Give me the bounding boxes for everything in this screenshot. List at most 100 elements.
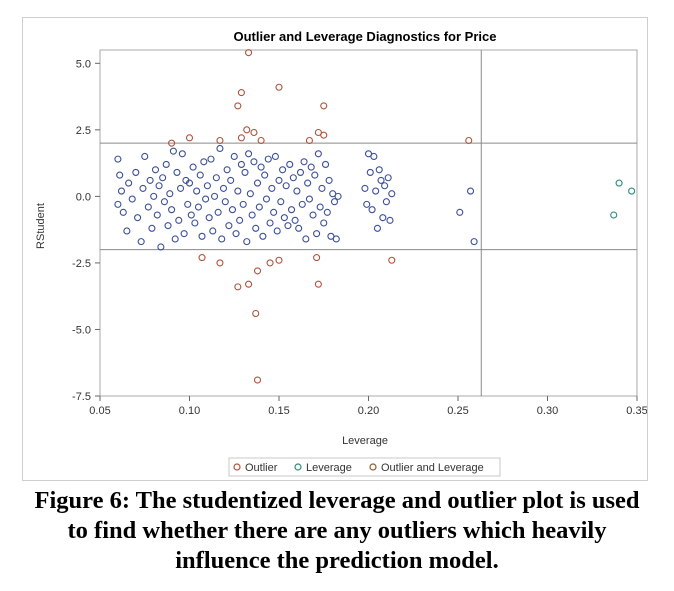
normal-point (313, 230, 321, 238)
normal-point (134, 214, 142, 222)
normal-point (221, 198, 229, 206)
outlier-point (257, 136, 265, 145)
normal-point (287, 206, 296, 214)
normal-point (295, 224, 303, 232)
outlier-point (245, 49, 253, 57)
normal-point (321, 160, 330, 168)
normal-point (253, 179, 262, 187)
normal-point (470, 238, 478, 246)
normal-point (162, 160, 170, 168)
normal-point (279, 166, 287, 174)
normal-point (282, 182, 290, 190)
normal-point (141, 152, 149, 161)
legend-outlier-marker (233, 463, 241, 471)
normal-point (307, 163, 315, 171)
normal-point (150, 192, 158, 200)
normal-point (169, 147, 177, 155)
normal-point (300, 158, 308, 166)
normal-point (255, 203, 263, 211)
outlier-point (237, 134, 245, 142)
normal-point (373, 224, 382, 232)
normal-point (289, 174, 297, 182)
normal-point (207, 155, 215, 163)
normal-point (361, 184, 369, 192)
reference-lines (100, 50, 637, 396)
normal-point (329, 190, 337, 198)
outlier-point (320, 102, 328, 110)
legend-leverage-label: Leverage (306, 462, 352, 474)
normal-point (209, 227, 217, 235)
outlier-point (234, 102, 242, 110)
normal-point (168, 206, 176, 214)
outlier-point (168, 139, 176, 147)
normal-point (178, 150, 186, 158)
normal-point (382, 198, 390, 206)
legend-outlier-leverage-marker (369, 463, 377, 471)
normal-point (259, 232, 267, 240)
normal-point (123, 227, 131, 235)
normal-point (218, 235, 226, 243)
chart-title: Outlier and Leverage Diagnostics for Pri… (234, 29, 497, 44)
normal-point (320, 219, 328, 227)
normal-point (286, 160, 294, 168)
normal-point (189, 163, 197, 171)
normal-point (216, 144, 224, 153)
normal-point (234, 187, 242, 195)
normal-point (203, 182, 211, 190)
caption-line-3: influence the prediction model. (175, 547, 499, 574)
outlier-point (314, 128, 322, 137)
normal-point (180, 230, 188, 238)
x-axis-label: Leverage (342, 435, 388, 447)
normal-point (219, 184, 228, 192)
normal-point (223, 166, 231, 174)
y-axis: 5.0 2.5 0.0 -2.5 -5.0 -7.5 (72, 58, 100, 403)
normal-point (334, 192, 342, 200)
normal-point (236, 216, 244, 224)
normal-point (114, 200, 122, 208)
normal-point (311, 171, 319, 179)
outlier-point (253, 376, 262, 384)
normal-point (230, 152, 238, 161)
normal-point (248, 211, 256, 219)
normal-point (366, 168, 374, 176)
normal-point (177, 184, 185, 192)
normal-point (386, 216, 394, 224)
normal-point (325, 176, 333, 184)
outlier-point (250, 128, 258, 137)
leverage-point (628, 187, 636, 195)
normal-point (114, 155, 122, 163)
caption-line-2: to find whether there are any outliers w… (67, 517, 607, 544)
legend-leverage-marker (294, 463, 302, 471)
normal-point (261, 171, 269, 179)
normal-point (466, 187, 475, 195)
outlier-point (388, 256, 396, 264)
normal-point (200, 158, 208, 166)
normal-point (211, 192, 219, 200)
x-tick-label: 0.05 (89, 405, 110, 417)
y-tick-label: 2.5 (76, 125, 91, 137)
normal-point (291, 216, 299, 224)
normal-point (193, 187, 201, 195)
normal-point (166, 190, 174, 198)
outlier-point (313, 254, 321, 262)
normal-point (268, 184, 276, 192)
outlier-point (275, 83, 283, 91)
outlier-point (253, 267, 262, 275)
normal-point (185, 179, 194, 187)
leverage-point (610, 211, 618, 219)
outlier-point (320, 131, 328, 139)
normal-point (159, 174, 167, 182)
y-axis-label: RStudent (35, 203, 47, 249)
normal-point (271, 152, 279, 161)
normal-point (187, 211, 195, 219)
normal-point (316, 203, 324, 211)
y-tick-label: 0.0 (76, 191, 91, 203)
outlier-point (305, 136, 313, 145)
y-tick-label: -5.0 (72, 324, 91, 336)
normal-point (372, 187, 380, 195)
normal-point (327, 232, 335, 240)
x-tick-label: 0.30 (537, 405, 558, 417)
x-tick-label: 0.35 (626, 405, 647, 417)
normal-point (175, 216, 183, 224)
normal-point (381, 182, 389, 190)
